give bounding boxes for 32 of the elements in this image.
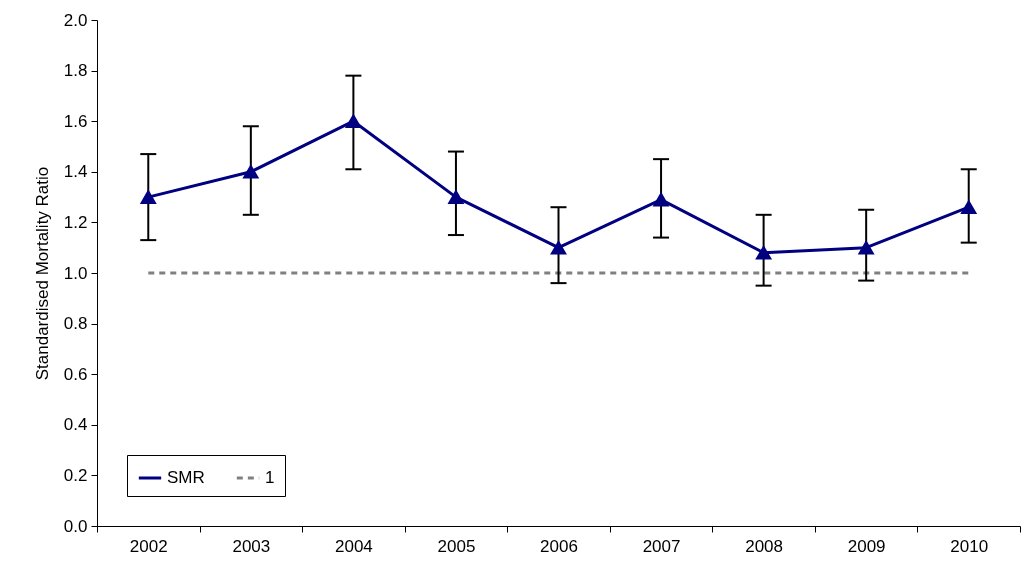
- x-tick-label: 2009: [847, 536, 886, 556]
- point: [961, 200, 977, 215]
- y-tick-label: 0.4: [63, 415, 88, 435]
- point: [550, 240, 567, 255]
- x-tick-label: 2003: [232, 536, 271, 556]
- x-tick-label: 2005: [437, 536, 476, 556]
- point: [858, 240, 874, 255]
- y-tick-label: 1.6: [63, 111, 88, 131]
- y-tick-label: 1.4: [63, 162, 88, 182]
- x-tick-label: 2004: [334, 536, 373, 556]
- legend-label: SMR: [167, 468, 205, 487]
- y-tick-label: 2.0: [63, 10, 88, 30]
- point: [345, 114, 362, 129]
- y-tick-label: 0.0: [63, 516, 88, 536]
- x-tick-label: 2007: [642, 536, 681, 556]
- y-tick-label: 0.6: [63, 364, 88, 384]
- point: [653, 192, 669, 207]
- x-tick-label: 2010: [950, 536, 989, 556]
- point: [448, 190, 464, 204]
- y-axis-title: Standardised Mortality Ratio: [32, 166, 52, 381]
- y-tick-label: 0.8: [63, 314, 88, 334]
- x-tick-label: 2006: [540, 536, 578, 556]
- y-tick-label: 1.0: [63, 263, 88, 283]
- y-tick-label: 1.8: [63, 61, 88, 81]
- legend-label: 1: [265, 468, 275, 487]
- point: [243, 164, 259, 179]
- point: [755, 245, 772, 260]
- y-tick-label: 0.2: [63, 465, 88, 485]
- y-tick-label: 1.2: [63, 212, 88, 232]
- x-tick-label: 2008: [745, 536, 784, 556]
- point: [140, 190, 156, 204]
- x-tick-label: 2002: [129, 536, 168, 556]
